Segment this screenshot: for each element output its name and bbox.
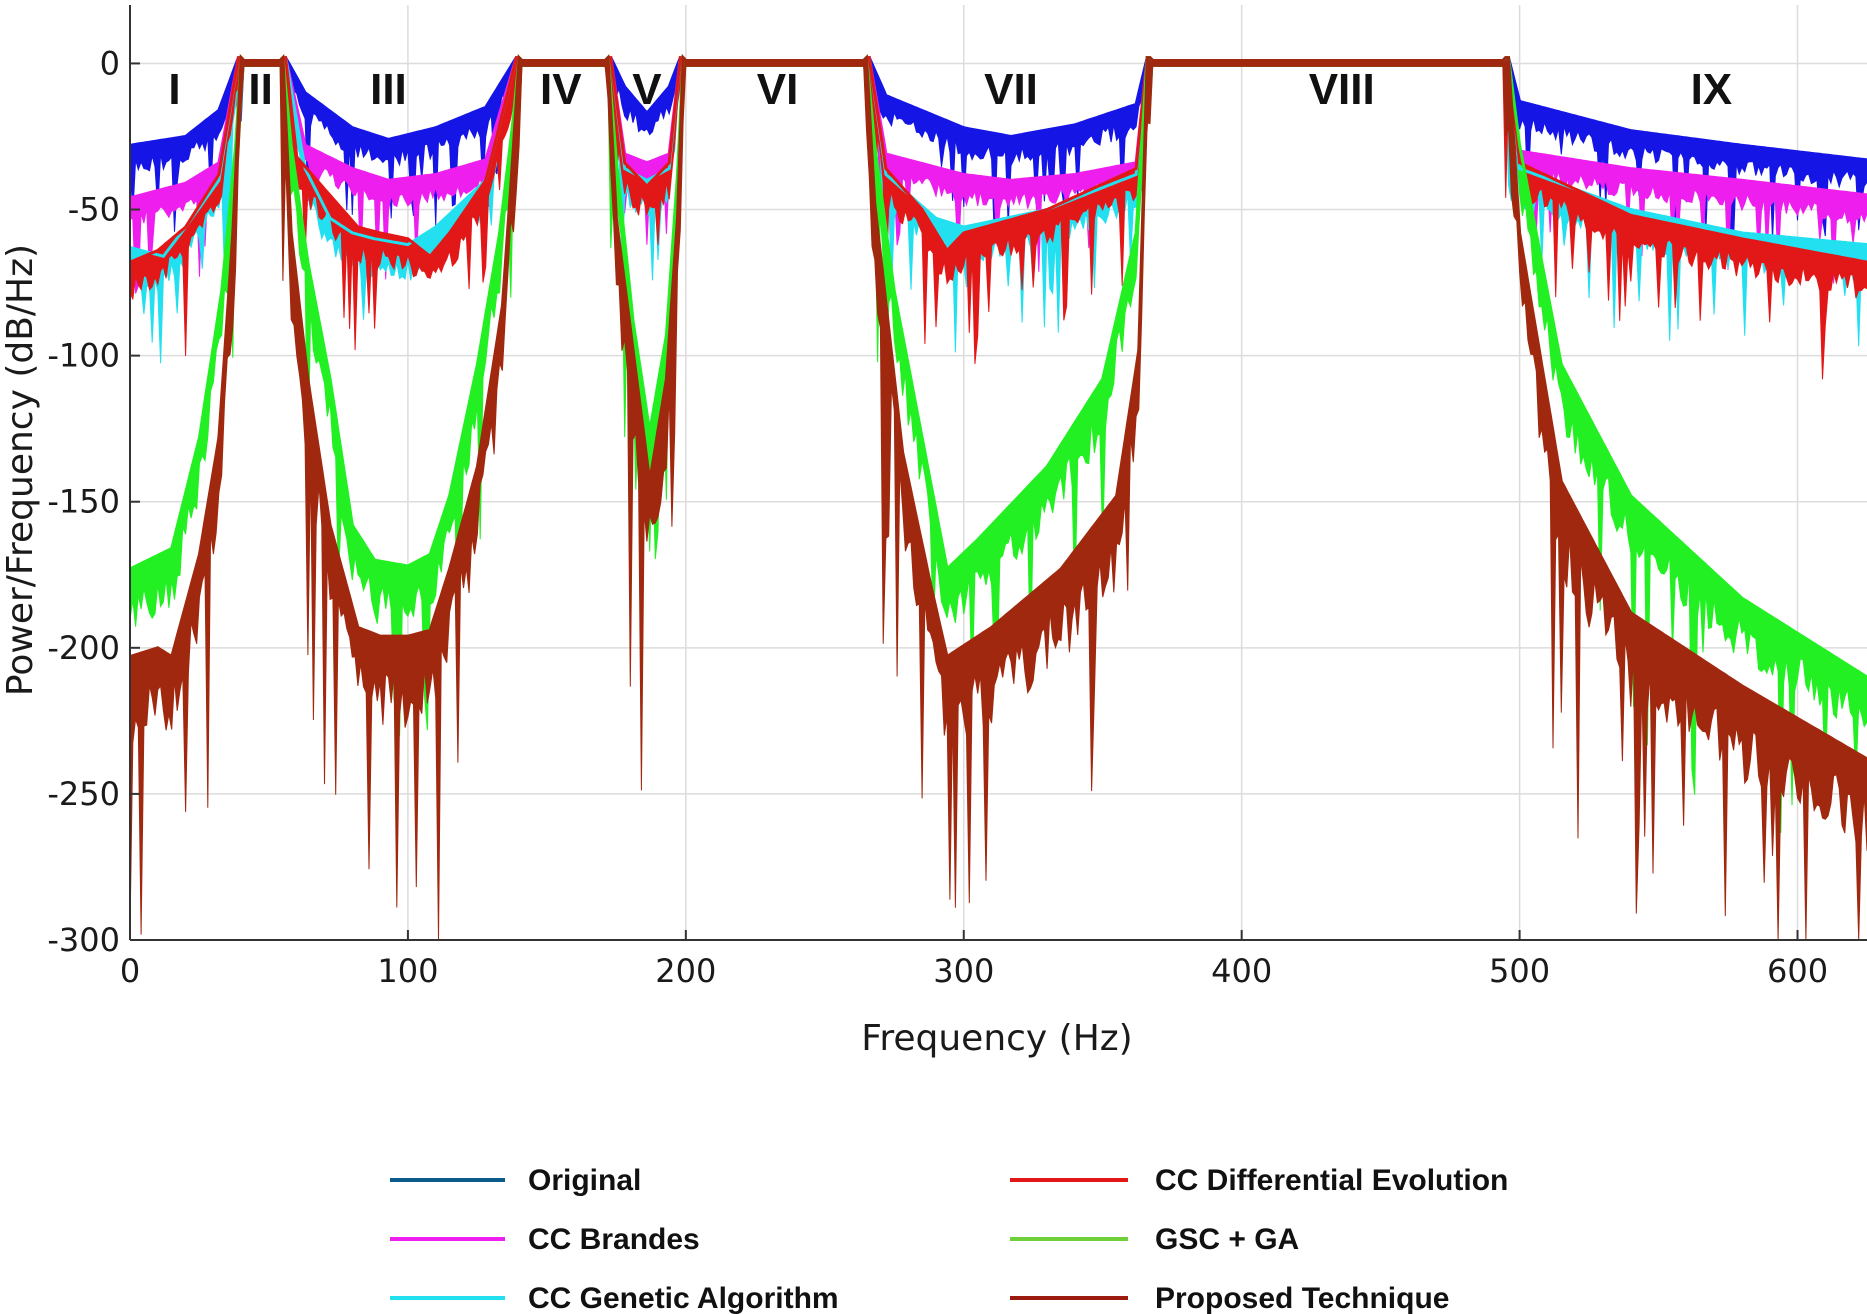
series-line-proposed-technique: [129, 53, 1867, 761]
region-label: VI: [757, 65, 799, 114]
x-tick-label: 500: [1489, 952, 1550, 990]
series-fill-group: [129, 56, 1867, 941]
x-tick-label: 0: [120, 952, 140, 990]
y-tick-label: -150: [47, 483, 120, 521]
region-label: VIII: [1309, 65, 1375, 114]
y-tick-label: -50: [68, 191, 120, 229]
x-tick-label: 600: [1767, 952, 1828, 990]
y-tick-label: -200: [47, 629, 120, 667]
y-axis-label: Power/Frequency (dB/Hz): [0, 244, 41, 696]
x-tick-label: 300: [933, 952, 994, 990]
series-line-cc-brandes: [129, 56, 1867, 200]
series-line-original: [129, 56, 1867, 162]
legend-label: Proposed Technique: [1155, 1282, 1449, 1314]
legend-label: CC Differential Evolution: [1155, 1164, 1508, 1197]
y-tick-label: 0: [100, 44, 120, 82]
region-labels: I II III IV V VI VII VIII IX: [168, 65, 1732, 114]
x-tick-label: 400: [1211, 952, 1272, 990]
region-label: IX: [1691, 65, 1733, 114]
region-label: IV: [540, 65, 582, 114]
y-tick-label: -300: [47, 921, 120, 959]
y-tick-labels: 0 -50 -100 -150 -200 -250 -300: [47, 44, 120, 959]
axes: [129, 5, 1867, 941]
region-label: V: [632, 65, 662, 114]
series-line-cc-differential-evolution: [129, 56, 1867, 264]
series-line-group: [129, 53, 1867, 761]
x-tick-label: 100: [377, 952, 438, 990]
y-tick-label: -250: [47, 775, 120, 813]
x-axis-label: Frequency (Hz): [861, 1018, 1132, 1059]
region-label: I: [168, 65, 180, 114]
region-label: III: [370, 65, 407, 114]
region-label: VII: [984, 65, 1038, 114]
y-tick-label: -100: [47, 337, 120, 375]
region-label: II: [248, 65, 272, 114]
legend-label: GSC + GA: [1155, 1223, 1299, 1256]
legend: Original CC Brandes CC Genetic Algorithm CC…: [390, 1164, 1508, 1314]
x-tick-labels: 0 100 200 300 400 500 600: [120, 952, 1828, 990]
x-tick-label: 200: [655, 952, 716, 990]
legend-label: CC Brandes: [528, 1223, 700, 1256]
series-line-gsc-ga: [129, 53, 1867, 679]
legend-label: Original: [528, 1164, 641, 1197]
legend-label: CC Genetic Algorithm: [528, 1282, 839, 1314]
